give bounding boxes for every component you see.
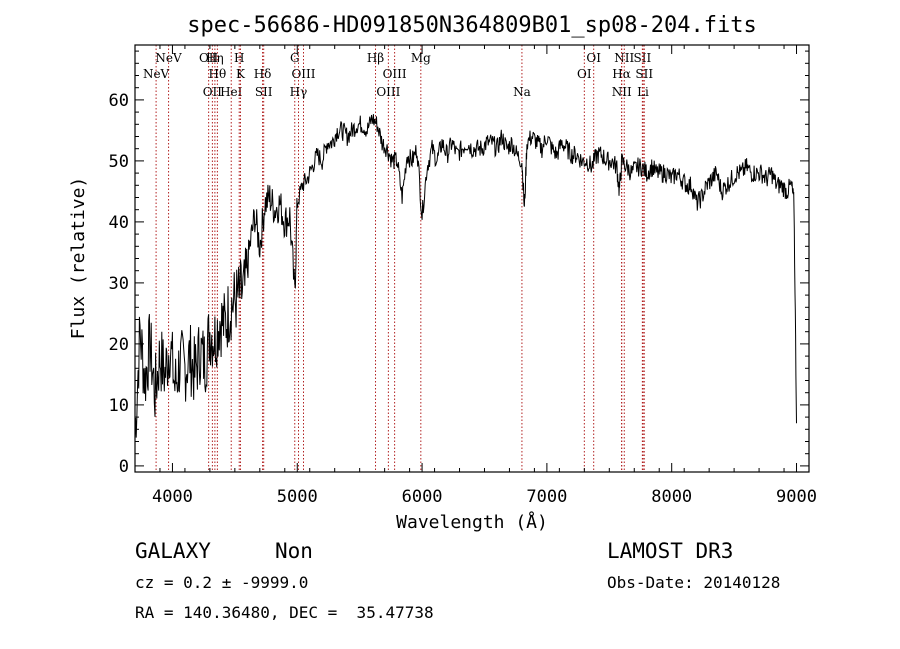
marker-label-8: H bbox=[234, 51, 244, 65]
y-tick-label-5: 50 bbox=[109, 152, 129, 172]
y-tick-label-3: 30 bbox=[109, 274, 129, 294]
marker-label-19: Na bbox=[513, 85, 531, 99]
x-tick-label-5: 9000 bbox=[776, 487, 817, 507]
marker-label-12: G bbox=[290, 51, 300, 65]
marker-label-9: K bbox=[236, 67, 246, 81]
object-subclass: Non bbox=[275, 539, 313, 563]
ra-dec: RA = 140.36480, DEC = 35.47738 bbox=[135, 603, 434, 622]
y-tick-label-4: 40 bbox=[109, 213, 129, 233]
y-tick-label-1: 10 bbox=[109, 396, 129, 416]
marker-label-10: Hδ bbox=[254, 67, 272, 81]
y-axis-ticks: 0 10 20 30 40 50 60 bbox=[109, 50, 809, 477]
observation-date: Obs-Date: 20140128 bbox=[607, 573, 781, 592]
x-tick-label-0: 4000 bbox=[152, 487, 193, 507]
spectrum-series bbox=[134, 114, 797, 438]
marker-label-16: OIII bbox=[383, 67, 407, 81]
marker-label-23: SII bbox=[634, 51, 652, 65]
y-tick-label-2: 20 bbox=[109, 335, 129, 355]
x-tick-label-1: 5000 bbox=[277, 487, 318, 507]
x-tick-label-4: 8000 bbox=[651, 487, 692, 507]
marker-label-15: Hβ bbox=[367, 51, 384, 65]
marker-label-27: Li bbox=[637, 85, 649, 99]
marker-label-5: Hθ bbox=[209, 67, 227, 81]
redshift-cz: cz = 0.2 ± -9999.0 bbox=[135, 573, 309, 592]
survey-name: LAMOST DR3 bbox=[607, 539, 734, 563]
marker-label-22: NII bbox=[614, 51, 634, 65]
marker-label-3: OII bbox=[199, 51, 219, 65]
marker-label-25: SII bbox=[635, 67, 653, 81]
x-tick-label-3: 7000 bbox=[526, 487, 567, 507]
y-tick-label-6: 60 bbox=[109, 91, 129, 111]
x-tick-label-2: 6000 bbox=[402, 487, 443, 507]
marker-label-21: OI bbox=[577, 67, 592, 81]
marker-label-11: SII bbox=[255, 85, 273, 99]
x-axis-ticks: 4000 5000 6000 7000 8000 9000 bbox=[134, 45, 817, 507]
marker-label-13: OIII bbox=[291, 67, 315, 81]
marker-label-2: NeV bbox=[155, 51, 182, 65]
object-class: GALAXY bbox=[135, 539, 211, 563]
marker-label-6: OII bbox=[203, 85, 223, 99]
marker-label-7: HeI bbox=[220, 85, 243, 99]
y-axis-label: Flux (relative) bbox=[68, 177, 89, 340]
marker-label-4: Hη bbox=[206, 51, 224, 65]
y-tick-label-0: 0 bbox=[119, 457, 129, 477]
marker-label-14: Hγ bbox=[290, 85, 308, 99]
chart-title: spec-56686-HD091850N364809B01_sp08-204.f… bbox=[187, 13, 757, 38]
marker-label-1: NeV bbox=[143, 67, 170, 81]
marker-label-26: NII bbox=[612, 85, 632, 99]
spectrum-line bbox=[134, 114, 797, 438]
marker-label-17: OIII bbox=[376, 85, 400, 99]
plot-frame bbox=[134, 44, 810, 473]
marker-label-18: Mg bbox=[411, 51, 431, 65]
marker-label-20: OI bbox=[586, 51, 601, 65]
x-axis-label: Wavelength (Å) bbox=[396, 511, 548, 533]
